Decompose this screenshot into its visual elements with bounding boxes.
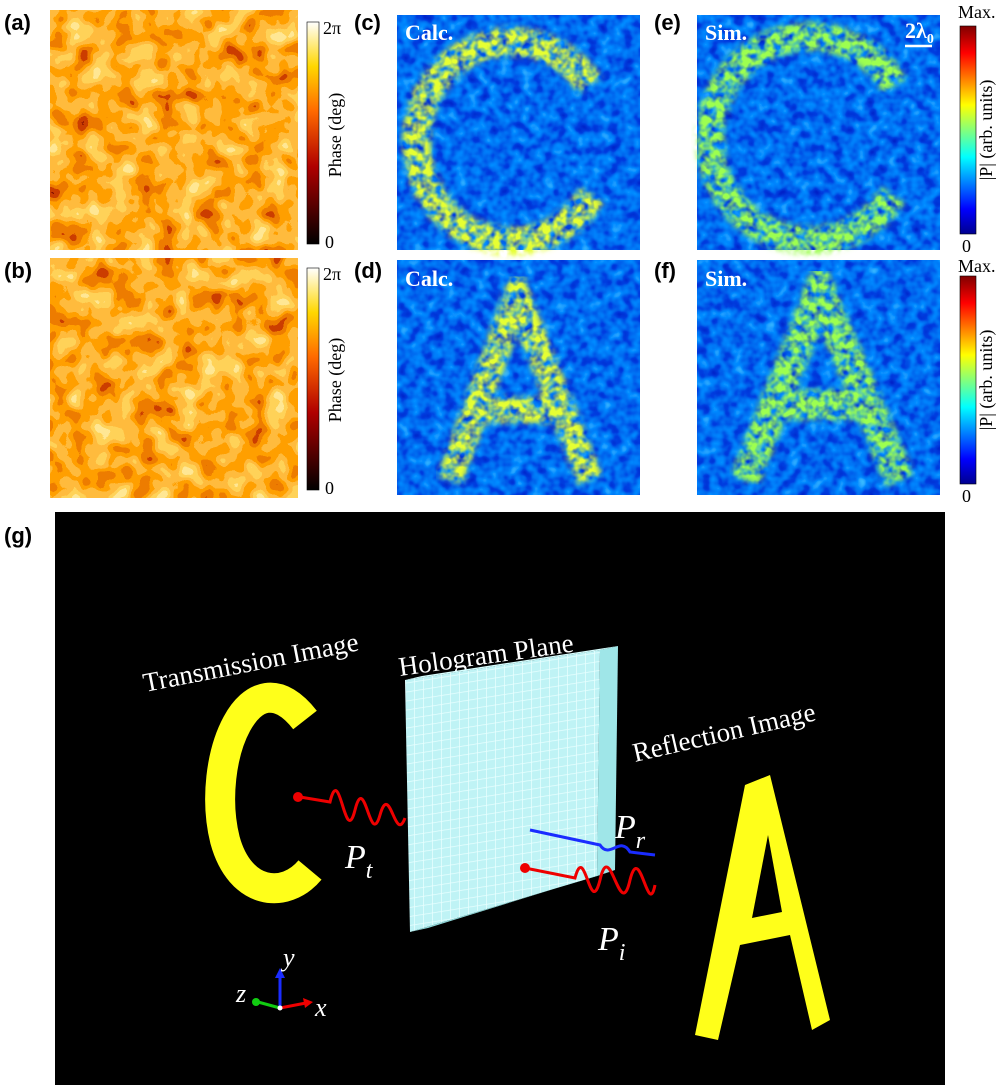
panel-label: (a) — [4, 10, 31, 35]
panel-label: (g) — [4, 523, 32, 548]
wave-subscript: i — [619, 940, 626, 966]
wave-subscript: r — [636, 828, 646, 854]
colorbar-max: 2π — [323, 18, 341, 38]
field-map — [697, 260, 940, 495]
phase-map — [50, 258, 298, 498]
field-map — [397, 15, 640, 250]
scale-bar-main: 2λ — [905, 18, 927, 43]
panel-tag: Calc. — [405, 266, 453, 291]
colorbar — [307, 22, 319, 244]
wave-symbol: P — [344, 839, 366, 876]
colorbar-min: 0 — [962, 486, 971, 506]
wave-symbol: P — [614, 809, 636, 846]
colorbar-min: 0 — [962, 236, 971, 256]
colorbar-label: Phase (deg) — [325, 93, 346, 177]
colorbar-label: Phase (deg) — [325, 338, 346, 422]
colorbar-max: Max. — [958, 2, 996, 22]
panel-label: (d) — [354, 258, 382, 283]
colorbar-label: |P| (arb. units) — [976, 330, 997, 431]
field-map — [697, 15, 940, 250]
colorbar-max: Max. — [958, 256, 996, 276]
panel-tag: Sim. — [705, 20, 747, 45]
panel-tag: Sim. — [705, 266, 747, 291]
axis-label: y — [280, 943, 295, 972]
colorbar-min: 0 — [325, 478, 334, 498]
panel-label: (f) — [654, 258, 676, 283]
field-map — [397, 260, 640, 495]
panel-tag: Calc. — [405, 20, 453, 45]
axis-label: z — [235, 979, 246, 1008]
colorbar-label: |P| (arb. units) — [976, 80, 997, 181]
colorbar-max: 2π — [323, 264, 341, 284]
arrow-head — [520, 863, 530, 873]
colorbar-min: 0 — [325, 232, 334, 252]
colorbar — [960, 276, 976, 484]
colorbar — [307, 268, 319, 490]
arrow-head — [293, 792, 303, 802]
panel-label: (e) — [654, 10, 681, 35]
figure: (a) (b) 2π 0 Phase (deg) 2π 0 Phase (deg… — [0, 0, 998, 1087]
phase-map — [50, 10, 298, 250]
panel-label: (b) — [4, 258, 32, 283]
panel-label: (c) — [354, 10, 381, 35]
axis-label: x — [314, 993, 327, 1022]
wave-symbol: P — [597, 921, 619, 958]
colorbar — [960, 26, 976, 234]
